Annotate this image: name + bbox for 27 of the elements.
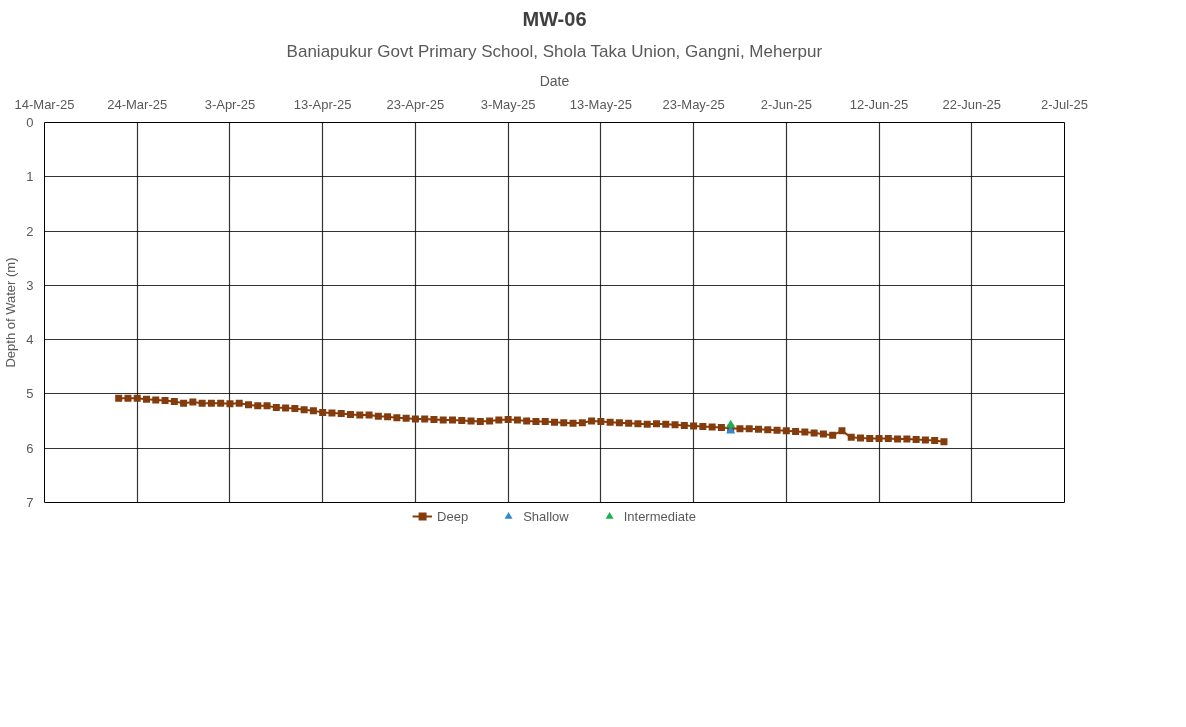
x-tick-label: 23-Apr-25 [386,96,445,112]
x-tick-label: 2-Jun-25 [760,96,812,112]
y-axis-title: Depth of Water (m) [3,257,19,368]
x-tick-label: 2-Jul-25 [1041,96,1088,112]
x-tick-label: 23-May-25 [662,96,725,112]
x-tick-label: 3-May-25 [480,96,536,112]
x-tick-label: 14-Mar-25 [14,96,75,112]
chart-subtitle: Baniapukur Govt Primary School, Shola Taka Union, Gangni, Meherpur [286,41,823,61]
x-tick-label: 3-Apr-25 [204,96,256,112]
x-tick-label: 22-Jun-25 [942,96,1002,112]
y-tick-label: 2 [26,223,34,239]
y-tick-label: 5 [26,386,34,402]
x-tick-label: 12-Jun-25 [849,96,909,112]
x-tick-label: 24-Mar-25 [107,96,168,112]
x-axis-title: Date [539,72,570,89]
legend-label: Shallow [523,508,569,524]
legend-label: Deep [437,508,469,524]
y-tick-label: 6 [26,440,34,456]
y-tick-label: 3 [26,277,34,293]
chart-title: MW-06 [522,7,587,30]
y-tick-label: 7 [26,495,34,510]
x-tick-label: 13-May-25 [569,96,632,112]
x-tick-label: 13-Apr-25 [293,96,352,112]
legend-label: Intermediate [623,508,696,524]
y-tick-label: 0 [26,115,34,130]
y-tick-label: 1 [26,169,34,185]
y-tick-label: 4 [26,332,34,348]
